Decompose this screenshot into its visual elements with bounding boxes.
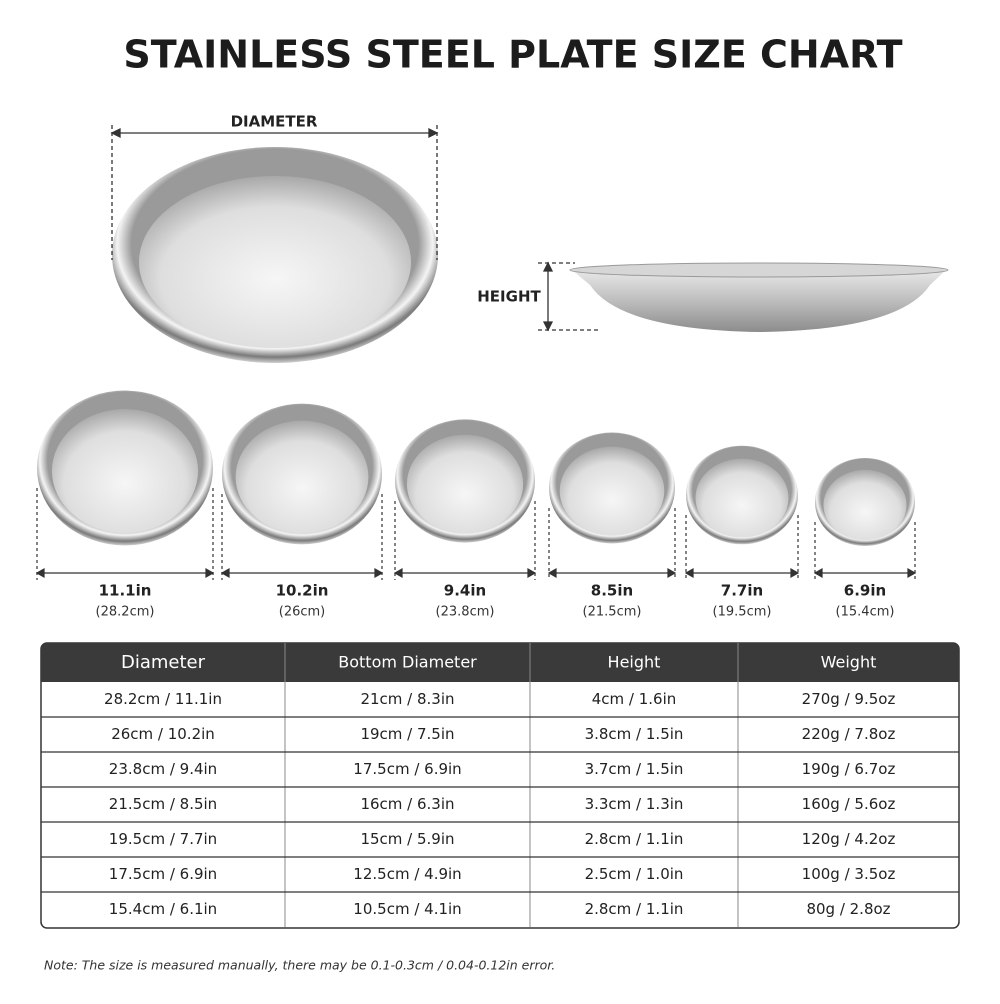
arrow xyxy=(393,567,537,579)
plate-size: 11.1in xyxy=(99,582,152,600)
arrow xyxy=(220,567,384,579)
table-cell: 3.8cm / 1.5in xyxy=(585,725,684,743)
plate-well xyxy=(406,434,524,534)
table-cell: 3.3cm / 1.3in xyxy=(585,795,684,813)
table-cell: 120g / 4.2oz xyxy=(802,830,896,848)
header-cell: Diameter xyxy=(121,652,206,673)
plate-size-metric: (28.2cm) xyxy=(96,605,155,620)
diameter-label: DIAMETER xyxy=(231,113,318,131)
height-dimension xyxy=(538,261,600,332)
size-dimension xyxy=(35,488,215,580)
header-cell: Height xyxy=(608,653,661,672)
size-dimension xyxy=(220,494,384,580)
table-cell: 190g / 6.7oz xyxy=(802,760,896,778)
size-dimension xyxy=(393,501,537,580)
header-cell: Weight xyxy=(821,653,877,672)
plate-well xyxy=(823,469,907,541)
table-cell: 2.8cm / 1.1in xyxy=(585,830,684,848)
size-dimension xyxy=(813,522,917,580)
diameter-dimension xyxy=(110,125,439,260)
table-cell: 220g / 7.8oz xyxy=(802,725,896,743)
table-cell: 15cm / 5.9in xyxy=(360,830,454,848)
plate-size: 10.2in xyxy=(276,582,329,600)
table-cell: 19cm / 7.5in xyxy=(360,725,454,743)
plate-top-view xyxy=(112,147,438,363)
plate-row: 11.1in (28.2cm) 10.2in (26cm) 9.4in (23.8cm) 8… xyxy=(35,390,917,620)
arrow xyxy=(813,567,917,579)
table-cell: 270g / 9.5oz xyxy=(802,690,896,708)
table-cell: 26cm / 10.2in xyxy=(111,725,215,743)
table-cell: 100g / 3.5oz xyxy=(802,865,896,883)
table-frame xyxy=(40,642,960,929)
table-cell: 160g / 5.6oz xyxy=(802,795,896,813)
size-dimension xyxy=(684,515,800,580)
table-cell: 19.5cm / 7.7in xyxy=(109,830,217,848)
plate-size-metric: (15.4cm) xyxy=(836,605,895,620)
plate-well xyxy=(51,409,199,533)
plate-size: 7.7in xyxy=(721,582,763,600)
arrow xyxy=(684,567,800,579)
table: Diameter Bottom Diameter Height Weight 28.2c… xyxy=(41,643,959,927)
plate-well xyxy=(695,458,789,538)
plate-well xyxy=(559,446,665,536)
header-cell: Bottom Diameter xyxy=(338,653,477,672)
table-cell: 28.2cm / 11.1in xyxy=(104,690,222,708)
table-cell: 10.5cm / 4.1in xyxy=(353,900,461,918)
arrow xyxy=(35,567,215,579)
plate-size-metric: (23.8cm) xyxy=(436,605,495,620)
note: Note: The size is measured manually, the… xyxy=(44,958,555,973)
table-cell: 21cm / 8.3in xyxy=(360,690,454,708)
plate-size-metric: (19.5cm) xyxy=(713,605,772,620)
table-cell: 4cm / 1.6in xyxy=(592,690,677,708)
plate-well xyxy=(235,420,369,534)
plate-size: 6.9in xyxy=(844,582,886,600)
table-cell: 17.5cm / 6.9in xyxy=(109,865,217,883)
size-dimension xyxy=(547,508,677,580)
title: STAINLESS STEEL PLATE SIZE CHART xyxy=(123,33,902,77)
plate-side-view xyxy=(569,262,949,332)
table-cell: 80g / 2.8oz xyxy=(806,900,890,918)
table-cell: 16cm / 6.3in xyxy=(360,795,454,813)
table-header-bg xyxy=(41,643,959,682)
plate-size-metric: (21.5cm) xyxy=(583,605,642,620)
table-cell: 23.8cm / 9.4in xyxy=(109,760,217,778)
table-cell: 21.5cm / 8.5in xyxy=(109,795,217,813)
arrow xyxy=(547,567,677,579)
table-cell: 2.5cm / 1.0in xyxy=(585,865,684,883)
table-cell: 3.7cm / 1.5in xyxy=(585,760,684,778)
table-cell: 15.4cm / 6.1in xyxy=(109,900,217,918)
height-label: HEIGHT xyxy=(477,288,541,306)
plate-size-metric: (26cm) xyxy=(279,605,326,620)
table-cell: 17.5cm / 6.9in xyxy=(353,760,461,778)
table-cell: 12.5cm / 4.9in xyxy=(353,865,461,883)
table-cell: 2.8cm / 1.1in xyxy=(585,900,684,918)
plate-size: 8.5in xyxy=(591,582,633,600)
plate-size: 9.4in xyxy=(444,582,486,600)
